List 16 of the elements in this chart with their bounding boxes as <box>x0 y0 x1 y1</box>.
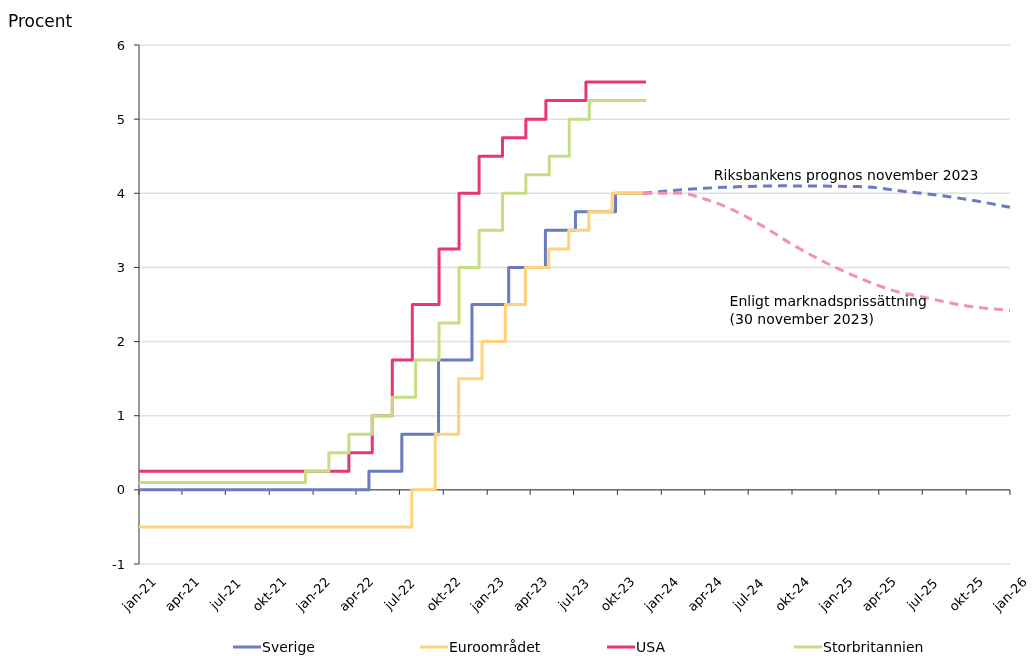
y-tick-label: 6 <box>116 37 125 53</box>
legend-label: Sverige <box>262 638 315 655</box>
y-tick-label: 4 <box>116 185 125 201</box>
y-tick-label: 3 <box>116 259 125 275</box>
annotation: Enligt marknadsprissättning (30 november 2023) <box>729 293 927 327</box>
y-tick-label: -1 <box>112 556 125 572</box>
y-tick-label: 0 <box>116 482 125 498</box>
legend-label: Storbritannien <box>823 638 924 655</box>
y-tick-label: 2 <box>116 334 125 350</box>
y-axis-title: Procent <box>8 11 73 31</box>
y-tick-label: 1 <box>116 408 125 424</box>
annotation: Riksbankens prognos november 2023 <box>713 166 979 183</box>
legend-label: Euroområdet <box>449 638 541 655</box>
y-tick-label: 5 <box>116 111 125 127</box>
legend-label: USA <box>636 638 666 655</box>
line-series <box>641 191 1012 312</box>
